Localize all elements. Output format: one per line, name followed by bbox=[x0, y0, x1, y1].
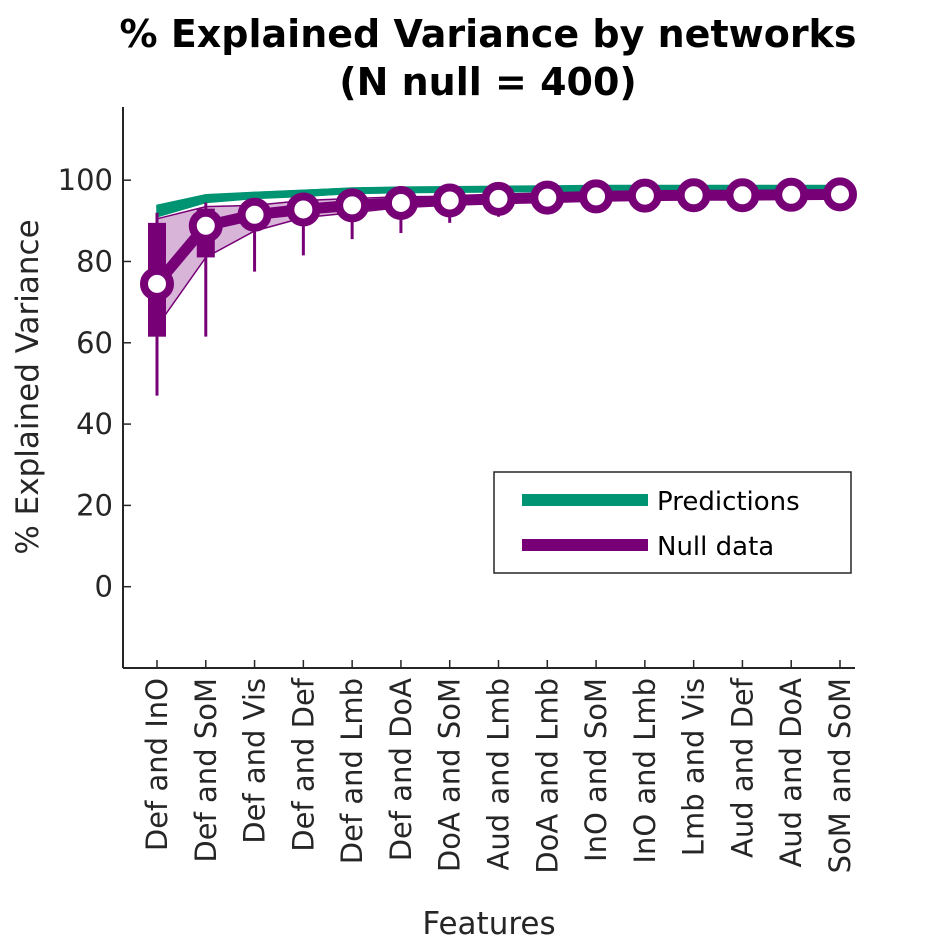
chart-title: % Explained Variance by networks bbox=[120, 12, 857, 56]
x-tick-label: Def and SoM bbox=[189, 678, 223, 863]
null-data-point-center bbox=[642, 193, 648, 199]
null-data-point-center bbox=[496, 196, 501, 202]
x-tick-label: Def and Def bbox=[286, 677, 320, 852]
null-data-point-center bbox=[252, 212, 258, 218]
x-tick-label: InO and Lmb bbox=[628, 678, 662, 864]
x-tick-label: InO and SoM bbox=[579, 678, 613, 862]
x-tick-label: Aud and Lmb bbox=[482, 678, 516, 870]
x-axis-label: Features bbox=[422, 906, 555, 942]
y-tick-label: 0 bbox=[95, 570, 113, 604]
null-data-point-center bbox=[154, 281, 160, 287]
null-data-point-center bbox=[300, 206, 306, 212]
legend-label-null-data: Null data bbox=[657, 532, 774, 562]
y-tick-label: 40 bbox=[76, 407, 113, 441]
x-tick-label: Def and Vis bbox=[238, 678, 272, 844]
x-tick-label: Lmb and Vis bbox=[677, 678, 711, 856]
null-data-point-center bbox=[203, 223, 209, 229]
null-data-point-center bbox=[447, 198, 453, 203]
y-tick-label: 100 bbox=[58, 163, 113, 197]
null-data-point-center bbox=[837, 191, 843, 197]
null-data-point-center bbox=[788, 192, 794, 198]
plot-area bbox=[140, 177, 857, 396]
axes: 0 20 40 60 80 100 Def and InO Def and SoM Def an… bbox=[58, 107, 857, 874]
x-tick-label: DoA and Lmb bbox=[530, 678, 564, 874]
chart-subtitle: (N null = 400) bbox=[339, 60, 637, 104]
x-tick-label: Def and DoA bbox=[384, 678, 418, 861]
y-tick-label: 80 bbox=[76, 244, 113, 278]
legend: Predictions Null data bbox=[493, 471, 852, 574]
x-tick-label: Aud and DoA bbox=[774, 678, 808, 868]
y-tick-label: 60 bbox=[76, 326, 113, 360]
y-tick-label: 20 bbox=[76, 488, 113, 522]
x-tick-label: SoM and SoM bbox=[823, 678, 857, 873]
null-data-point-center bbox=[349, 202, 355, 208]
null-data-point-center bbox=[398, 200, 404, 206]
x-tick-label: Def and Lmb bbox=[335, 678, 369, 864]
y-axis-label: % Explained Variance bbox=[10, 219, 46, 554]
x-tick-label: Def and InO bbox=[140, 678, 174, 851]
legend-box bbox=[493, 471, 852, 574]
x-tick-label: DoA and SoM bbox=[433, 678, 467, 872]
null-data-point-center bbox=[691, 192, 697, 198]
legend-label-predictions: Predictions bbox=[657, 487, 800, 517]
null-data-point-center bbox=[544, 195, 550, 201]
null-data-point-center bbox=[593, 193, 599, 199]
x-tick-label: Aud and Def bbox=[725, 677, 759, 858]
null-data-point-center bbox=[739, 192, 745, 198]
